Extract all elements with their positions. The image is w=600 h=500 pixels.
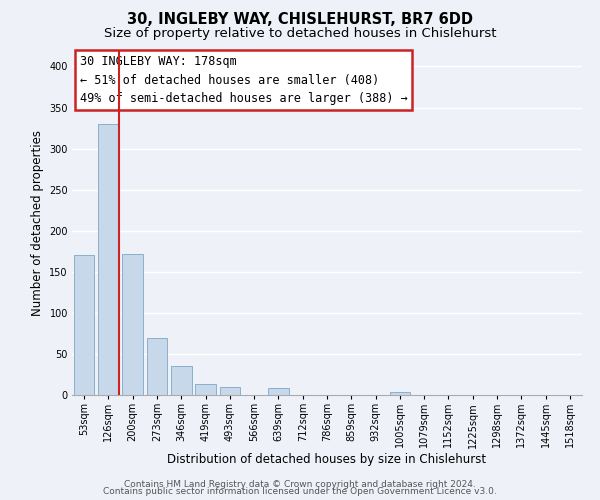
Bar [195, 384, 216, 395]
Bar [122, 254, 143, 395]
Text: Contains HM Land Registry data © Crown copyright and database right 2024.: Contains HM Land Registry data © Crown c… [124, 480, 476, 489]
Bar [171, 366, 191, 395]
Bar [74, 256, 94, 395]
Bar [98, 124, 119, 395]
Text: 30 INGLEBY WAY: 178sqm
← 51% of detached houses are smaller (408)
49% of semi-de: 30 INGLEBY WAY: 178sqm ← 51% of detached… [80, 55, 407, 105]
Bar [389, 392, 410, 395]
Bar [268, 388, 289, 395]
Text: 30, INGLEBY WAY, CHISLEHURST, BR7 6DD: 30, INGLEBY WAY, CHISLEHURST, BR7 6DD [127, 12, 473, 28]
Y-axis label: Number of detached properties: Number of detached properties [31, 130, 44, 316]
Text: Size of property relative to detached houses in Chislehurst: Size of property relative to detached ho… [104, 28, 496, 40]
Bar [220, 387, 240, 395]
Text: Contains public sector information licensed under the Open Government Licence v3: Contains public sector information licen… [103, 488, 497, 496]
X-axis label: Distribution of detached houses by size in Chislehurst: Distribution of detached houses by size … [167, 453, 487, 466]
Bar [146, 338, 167, 395]
